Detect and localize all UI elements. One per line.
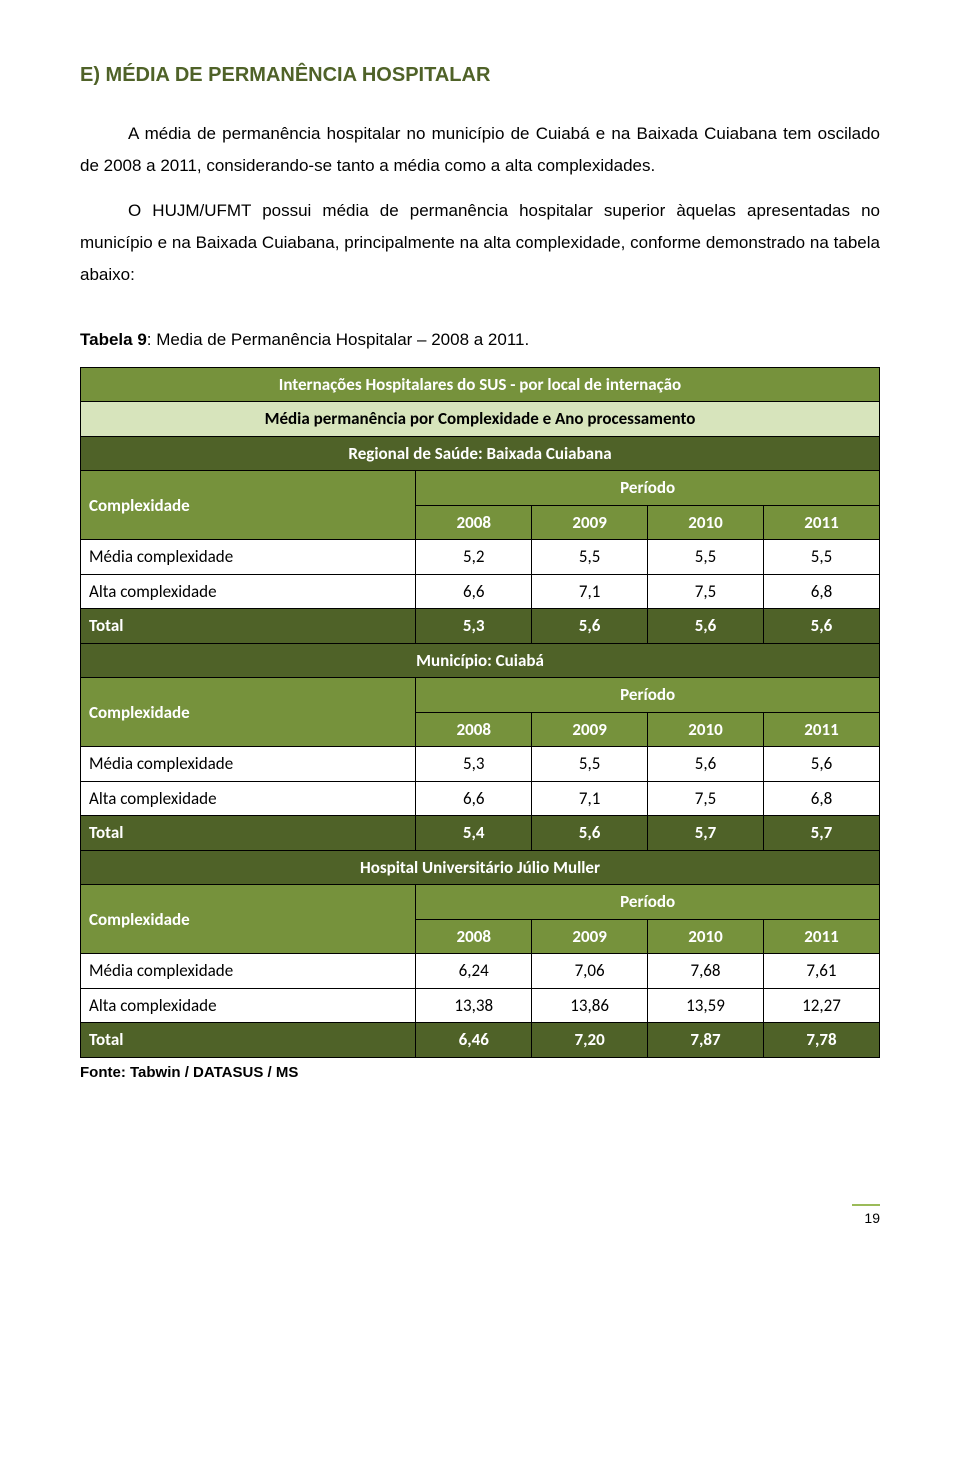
col-periodo: Período <box>416 678 880 713</box>
table-source: Fonte: Tabwin / DATASUS / MS <box>80 1062 880 1085</box>
cell: 5,7 <box>648 816 764 851</box>
col-periodo: Período <box>416 471 880 506</box>
row-label: Média complexidade <box>81 540 416 575</box>
cell: 6,46 <box>416 1023 532 1058</box>
cell: 6,8 <box>763 781 879 816</box>
cell: 5,5 <box>763 540 879 575</box>
year: 2010 <box>648 505 764 540</box>
permanencia-table: Internações Hospitalares do SUS - por lo… <box>80 367 880 1058</box>
cell: 7,68 <box>648 954 764 989</box>
row-label: Alta complexidade <box>81 574 416 609</box>
year: 2009 <box>532 505 648 540</box>
col-complexidade: Complexidade <box>81 678 416 747</box>
section-name: Município: Cuiabá <box>81 643 880 678</box>
section-name: Hospital Universitário Júlio Muller <box>81 850 880 885</box>
cell: 5,2 <box>416 540 532 575</box>
cell: 5,6 <box>763 609 879 644</box>
year: 2009 <box>532 919 648 954</box>
table-subtitle: Média permanência por Complexidade e Ano… <box>81 402 880 437</box>
cell: 5,6 <box>532 609 648 644</box>
cell: 5,3 <box>416 747 532 782</box>
cell: 7,5 <box>648 781 764 816</box>
cell: 5,6 <box>648 609 764 644</box>
row-label: Média complexidade <box>81 954 416 989</box>
paragraph-2: O HUJM/UFMT possui média de permanência … <box>80 195 880 292</box>
cell: 7,5 <box>648 574 764 609</box>
cell: 6,6 <box>416 574 532 609</box>
row-label: Alta complexidade <box>81 781 416 816</box>
caption-rest: : Media de Permanência Hospitalar – 2008… <box>147 330 529 349</box>
paragraph-1: A média de permanência hospitalar no mun… <box>80 118 880 183</box>
cell: 13,59 <box>648 988 764 1023</box>
row-total: Total <box>81 816 416 851</box>
cell: 13,38 <box>416 988 532 1023</box>
cell: 5,5 <box>648 540 764 575</box>
cell: 6,24 <box>416 954 532 989</box>
cell: 7,61 <box>763 954 879 989</box>
year: 2011 <box>763 919 879 954</box>
row-label: Média complexidade <box>81 747 416 782</box>
cell: 7,1 <box>532 781 648 816</box>
table-title: Internações Hospitalares do SUS - por lo… <box>81 367 880 402</box>
section-heading: E) MÉDIA DE PERMANÊNCIA HOSPITALAR <box>80 60 880 90</box>
cell: 7,06 <box>532 954 648 989</box>
year: 2011 <box>763 505 879 540</box>
cell: 12,27 <box>763 988 879 1023</box>
year: 2010 <box>648 712 764 747</box>
cell: 6,8 <box>763 574 879 609</box>
caption-bold: Tabela 9 <box>80 330 147 349</box>
cell: 7,87 <box>648 1023 764 1058</box>
cell: 5,3 <box>416 609 532 644</box>
cell: 5,4 <box>416 816 532 851</box>
cell: 7,1 <box>532 574 648 609</box>
col-periodo: Período <box>416 885 880 920</box>
cell: 5,6 <box>763 747 879 782</box>
cell: 13,86 <box>532 988 648 1023</box>
cell: 5,7 <box>763 816 879 851</box>
cell: 6,6 <box>416 781 532 816</box>
year: 2010 <box>648 919 764 954</box>
row-total: Total <box>81 609 416 644</box>
row-total: Total <box>81 1023 416 1058</box>
cell: 7,20 <box>532 1023 648 1058</box>
cell: 5,6 <box>532 816 648 851</box>
table-caption: Tabela 9: Media de Permanência Hospitala… <box>80 327 880 353</box>
year: 2008 <box>416 712 532 747</box>
year: 2008 <box>416 505 532 540</box>
col-complexidade: Complexidade <box>81 471 416 540</box>
cell: 5,5 <box>532 540 648 575</box>
section-name: Regional de Saúde: Baixada Cuiabana <box>81 436 880 471</box>
year: 2011 <box>763 712 879 747</box>
year: 2008 <box>416 919 532 954</box>
cell: 5,5 <box>532 747 648 782</box>
cell: 7,78 <box>763 1023 879 1058</box>
year: 2009 <box>532 712 648 747</box>
page-number: 19 <box>852 1204 880 1229</box>
cell: 5,6 <box>648 747 764 782</box>
row-label: Alta complexidade <box>81 988 416 1023</box>
col-complexidade: Complexidade <box>81 885 416 954</box>
